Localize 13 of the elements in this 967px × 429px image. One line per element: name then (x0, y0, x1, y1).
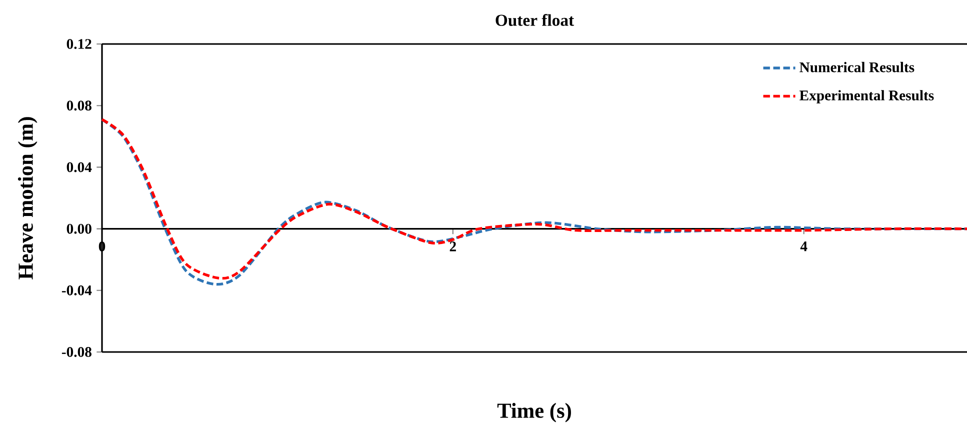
y-axis-title: Heave motion (m) (18, 117, 38, 280)
y-tick-label: -0.08 (62, 347, 92, 357)
legend-label: Numerical Results (800, 62, 914, 72)
chart-title: Outer float (496, 14, 574, 26)
x-axis-title: Time (s) (497, 402, 571, 422)
y-tick-label: 0.04 (66, 162, 92, 172)
x-tick-label: 4 (800, 242, 808, 252)
y-tick-label: 0.12 (66, 39, 92, 49)
legend-label: Experimental Results (800, 90, 934, 104)
x-tick-label: 2 (450, 242, 456, 252)
y-tick-label: -0.04 (62, 285, 92, 296)
y-tick-label: 0.08 (66, 100, 92, 111)
y-tick-label: 0.00 (66, 224, 92, 234)
